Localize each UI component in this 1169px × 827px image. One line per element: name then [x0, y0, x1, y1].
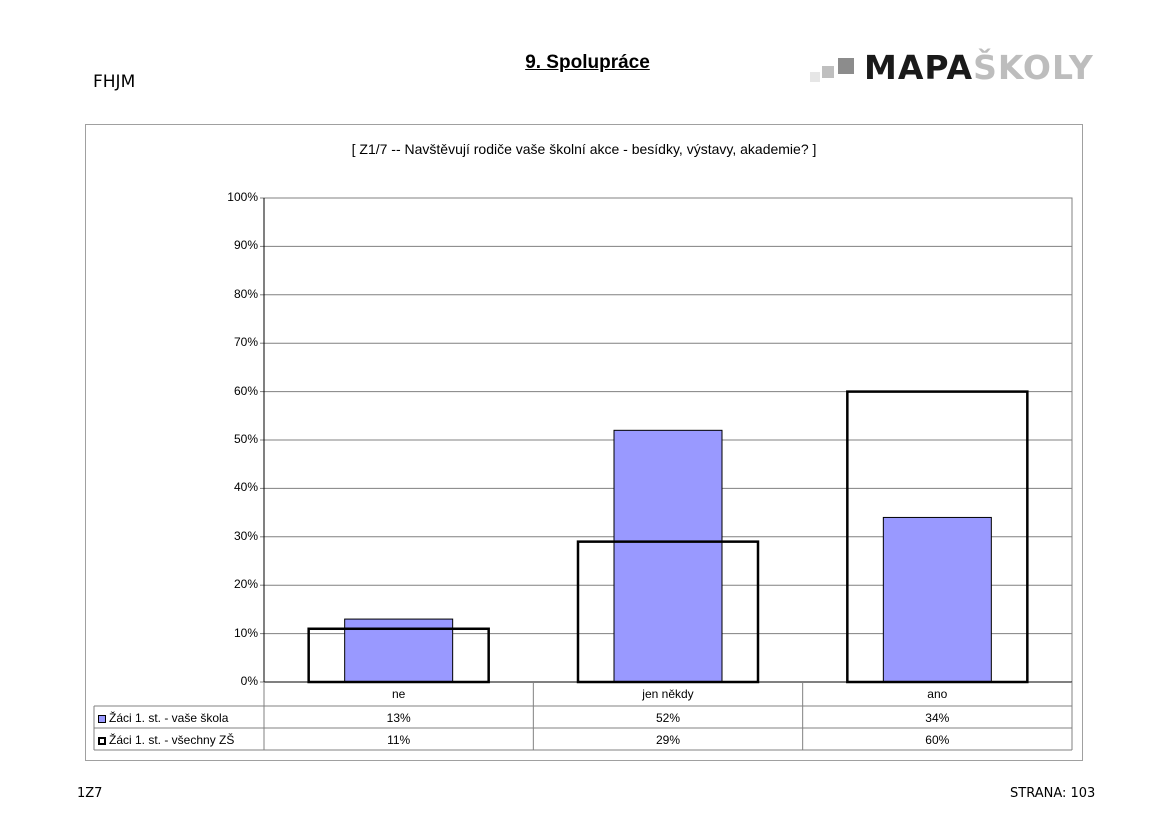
- data-table-cell: 13%: [386, 711, 411, 725]
- chart-frame: [85, 124, 1083, 761]
- data-table-cell: 60%: [925, 733, 950, 747]
- y-tick-label: 100%: [227, 190, 258, 204]
- category-label: ano: [927, 687, 948, 701]
- y-tick-label: 90%: [233, 238, 258, 253]
- category-label: ne: [391, 687, 406, 701]
- logo-text-light: ŠKOLY: [973, 48, 1094, 87]
- data-table-cell: 52%: [655, 711, 680, 725]
- category-label: jen někdy: [642, 687, 694, 701]
- y-tick-label: 0%: [240, 674, 258, 688]
- y-tick-label: 60%: [233, 383, 258, 398]
- data-table-cell: 11%: [387, 733, 411, 747]
- y-tick-label: 70%: [233, 335, 258, 350]
- data-table-cell: 29%: [655, 733, 680, 747]
- chart-title: [ Z1/7 -- Navštěvují rodiče vaše školní …: [351, 141, 817, 157]
- logo-text-dark: MAPA: [864, 48, 974, 87]
- footer-page-number: STRANA: 103: [1010, 786, 1096, 801]
- y-tick-label: 30%: [233, 528, 258, 543]
- y-tick-label: 10%: [233, 625, 258, 640]
- legend-swatch: [98, 737, 106, 745]
- data-table-cell: 34%: [925, 711, 950, 725]
- legend-item: Žáci 1. st. - vaše škola: [98, 711, 228, 725]
- section-title: 9. Spolupráce: [525, 52, 650, 73]
- legend-swatch: [98, 715, 106, 723]
- y-tick-label: 80%: [233, 286, 258, 301]
- bar-vase-skola: [882, 516, 992, 683]
- y-tick-label: 40%: [233, 480, 258, 495]
- y-tick-label: 50%: [233, 432, 258, 446]
- school-code: FHJM: [93, 72, 136, 92]
- legend-item: Žáci 1. st. - všechny ZŠ: [98, 733, 234, 747]
- footer-code: 1Z7: [77, 786, 103, 801]
- legend-label: Žáci 1. st. - vaše škola: [109, 711, 229, 725]
- bar-vase-skola: [613, 429, 723, 683]
- legend-label: Žáci 1. st. - všechny ZŠ: [109, 733, 235, 747]
- mapa-skoly-logo: MAPAŠKOLY: [808, 48, 1093, 92]
- y-tick-label: 20%: [233, 577, 258, 592]
